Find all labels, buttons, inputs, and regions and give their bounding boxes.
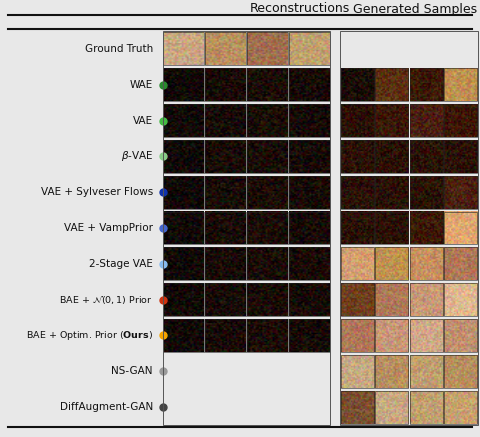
Bar [205,319,246,352]
Text: VAE + VampPrior: VAE + VampPrior [64,223,153,233]
Bar [163,140,204,173]
Bar [341,247,374,280]
Bar [163,319,204,352]
Bar [340,31,478,425]
Bar [163,212,204,244]
Bar [410,283,443,316]
Bar [247,32,288,66]
Bar [205,247,246,280]
Bar [288,212,330,244]
Bar [444,247,477,280]
Bar [375,140,408,173]
Bar [444,355,477,388]
Bar [375,212,408,244]
Bar [444,140,477,173]
Bar [163,283,204,316]
Bar [205,104,246,137]
Bar [247,283,288,316]
Text: NS-GAN: NS-GAN [111,366,153,376]
Bar [247,140,288,173]
Bar [247,212,288,244]
Bar [205,212,246,244]
Bar [331,29,339,427]
Bar [163,68,204,101]
Bar [163,104,204,137]
Bar [410,355,443,388]
Text: 2-Stage VAE: 2-Stage VAE [89,259,153,269]
Bar [247,319,288,352]
Bar [163,31,330,425]
Bar [375,68,408,101]
Bar [341,212,374,244]
Text: BAE + Optim. Prior ($\mathbf{Ours}$): BAE + Optim. Prior ($\mathbf{Ours}$) [26,329,153,342]
Bar [410,247,443,280]
Bar [163,247,204,280]
Bar [288,104,330,137]
Bar [444,391,477,423]
Bar [247,176,288,208]
Bar [205,68,246,101]
Bar [375,247,408,280]
Bar [341,140,374,173]
Bar [205,32,246,66]
Text: VAE: VAE [133,115,153,125]
Bar [375,104,408,137]
Text: VAE + Sylveser Flows: VAE + Sylveser Flows [41,187,153,197]
Bar [341,68,374,101]
Bar [247,68,288,101]
Bar [410,212,443,244]
Text: BAE + $\mathcal{N}(0, 1)$ Prior: BAE + $\mathcal{N}(0, 1)$ Prior [60,294,153,305]
Bar [205,283,246,316]
Text: WAE: WAE [130,80,153,90]
Text: $\beta$-VAE: $\beta$-VAE [120,149,153,163]
Bar [375,283,408,316]
Bar [444,176,477,208]
Bar [444,319,477,352]
Bar [288,319,330,352]
Bar [375,391,408,423]
Bar [410,104,443,137]
Bar [341,104,374,137]
Bar [375,176,408,208]
Bar [410,68,443,101]
Bar [444,68,477,101]
Text: Generated Samples: Generated Samples [353,3,477,15]
Bar [288,32,330,66]
Bar [341,319,374,352]
Bar [205,176,246,208]
Text: Reconstructions: Reconstructions [250,3,350,15]
Bar [288,140,330,173]
Bar [163,32,204,66]
Bar [163,176,204,208]
Bar [288,68,330,101]
Text: DiffAugment-GAN: DiffAugment-GAN [60,402,153,412]
Bar [444,212,477,244]
Bar [288,176,330,208]
Bar [375,319,408,352]
Bar [410,140,443,173]
Bar [410,319,443,352]
Bar [375,355,408,388]
Bar [205,140,246,173]
Bar [288,247,330,280]
Bar [410,176,443,208]
Bar [444,104,477,137]
Bar [444,283,477,316]
Bar [341,176,374,208]
Bar [341,391,374,423]
Bar [341,283,374,316]
Bar [247,247,288,280]
Bar [247,104,288,137]
Text: Ground Truth: Ground Truth [85,44,153,54]
Bar [341,355,374,388]
Bar [288,283,330,316]
Bar [410,391,443,423]
